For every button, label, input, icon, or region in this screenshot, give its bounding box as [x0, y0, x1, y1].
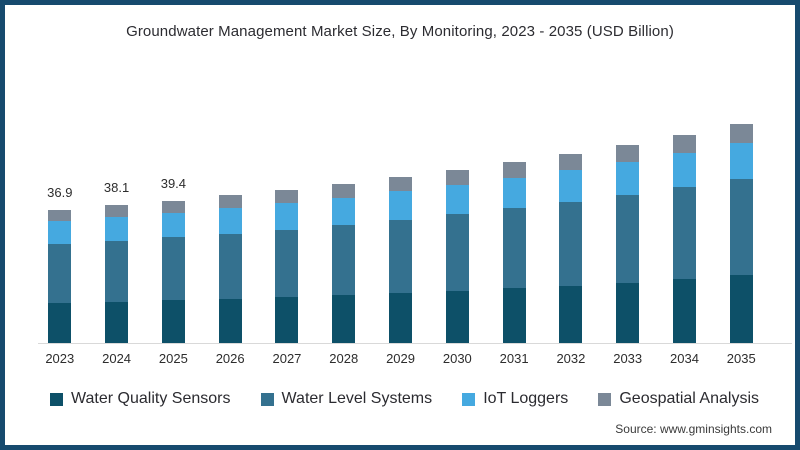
x-axis-label: 2030: [442, 351, 472, 366]
bar-segment-water-level-systems: [672, 187, 696, 280]
bar-segment-iot-loggers: [105, 217, 129, 242]
x-axis-label: 2023: [45, 351, 75, 366]
bar-segment-geospatial-analysis: [445, 170, 469, 186]
bar-segment-geospatial-analysis: [161, 200, 185, 213]
bar-2031: [502, 162, 526, 343]
bar-2034: [672, 134, 696, 343]
bar-segment-geospatial-analysis: [332, 183, 356, 198]
legend-item-iot-loggers: IoT Loggers: [462, 390, 568, 408]
x-axis-label: 2034: [670, 351, 699, 366]
x-axis-label: 2029: [386, 351, 415, 366]
bar-segment-geospatial-analysis: [275, 190, 299, 204]
bar-2025: [161, 200, 185, 343]
chart-title: Groundwater Management Market Size, By M…: [126, 23, 674, 40]
bar-2026: [218, 195, 242, 343]
bar-segment-water-level-systems: [445, 213, 469, 291]
bar-segment-water-level-systems: [105, 241, 129, 302]
bar-segment-water-quality-sensors: [559, 285, 583, 343]
bar-segment-water-quality-sensors: [48, 303, 72, 343]
legend-swatch-icon: [598, 392, 612, 406]
legend-label: Geospatial Analysis: [619, 390, 759, 407]
legend-label: Water Quality Sensors: [71, 390, 231, 407]
bar-segment-water-level-systems: [161, 237, 185, 301]
bar-segment-iot-loggers: [48, 221, 72, 245]
bar-segment-iot-loggers: [445, 185, 469, 214]
bar-segment-geospatial-analysis: [48, 209, 72, 222]
legend: Water Quality Sensors Water Level System…: [50, 390, 759, 408]
bar-segment-iot-loggers: [332, 197, 356, 226]
legend-label: IoT Loggers: [483, 390, 569, 407]
legend-swatch-icon: [260, 392, 274, 406]
bar-segment-geospatial-analysis: [729, 124, 753, 144]
plot-area: 36.9 2023 38.1 2024 39.4 2025 2026 2027 2028 2029…: [5, 5, 795, 445]
bar-segment-water-quality-sensors: [105, 301, 129, 343]
bar-segment-water-quality-sensors: [389, 293, 413, 343]
bar-segment-iot-loggers: [502, 177, 526, 209]
bar-segment-iot-loggers: [616, 162, 640, 196]
x-axis-line: [38, 343, 792, 344]
legend-item-water-level-systems: Water Level Systems: [260, 390, 433, 408]
bar-segment-water-quality-sensors: [672, 279, 696, 343]
x-axis-label: 2028: [329, 351, 359, 366]
bar-segment-iot-loggers: [161, 212, 185, 238]
source-note: Source: www.gminsights.com: [615, 422, 772, 436]
bar-segment-water-level-systems: [729, 179, 753, 276]
bar-segment-water-quality-sensors: [218, 298, 242, 343]
legend-item-water-quality-sensors: Water Quality Sensors: [50, 390, 230, 408]
bar-segment-water-quality-sensors: [729, 275, 753, 343]
bar-segment-geospatial-analysis: [672, 134, 696, 153]
bar-segment-water-quality-sensors: [616, 282, 640, 343]
bar-segment-geospatial-analysis: [389, 177, 413, 192]
bar-total-label: 38.1: [103, 180, 130, 196]
bar-2029: [389, 177, 413, 343]
bar-segment-water-quality-sensors: [332, 295, 356, 343]
bar-segment-iot-loggers: [729, 143, 753, 180]
bar-2030: [445, 170, 469, 343]
bar-2032: [559, 153, 583, 343]
legend-swatch-icon: [462, 392, 476, 406]
bar-segment-geospatial-analysis: [105, 205, 129, 218]
bar-2023: [48, 209, 72, 343]
x-axis-label: 2035: [726, 351, 756, 366]
bar-segment-water-quality-sensors: [445, 290, 469, 343]
bar-segment-water-quality-sensors: [502, 288, 526, 343]
bar-segment-iot-loggers: [275, 203, 299, 230]
bar-segment-water-level-systems: [389, 219, 413, 294]
bar-segment-water-level-systems: [275, 229, 299, 298]
bar-segment-iot-loggers: [559, 170, 583, 202]
legend-label: Water Level Systems: [281, 390, 433, 407]
x-axis-label: 2033: [613, 351, 643, 366]
bar-segment-water-level-systems: [559, 201, 583, 286]
bar-segment-water-level-systems: [502, 208, 526, 288]
bar-total-label: 36.9: [47, 184, 73, 200]
bar-total-label: 39.4: [160, 175, 187, 191]
bar-segment-water-quality-sensors: [161, 300, 185, 343]
bar-segment-geospatial-analysis: [218, 195, 242, 209]
bar-segment-geospatial-analysis: [616, 145, 640, 163]
legend-item-geospatial-analysis: Geospatial Analysis: [598, 390, 759, 408]
bar-segment-geospatial-analysis: [559, 153, 583, 171]
x-axis-label: 2031: [499, 351, 529, 366]
bar-2027: [275, 190, 299, 343]
bar-segment-water-level-systems: [332, 225, 356, 296]
bar-2033: [616, 145, 640, 343]
bar-segment-iot-loggers: [389, 191, 413, 220]
x-axis-label: 2026: [215, 351, 245, 366]
x-axis-label: 2024: [102, 351, 132, 366]
legend-swatch-icon: [50, 392, 63, 406]
bar-segment-water-level-systems: [218, 233, 242, 299]
bar-2024: [105, 205, 129, 343]
x-axis-label: 2032: [556, 351, 586, 366]
x-axis-label: 2027: [272, 351, 302, 366]
bar-segment-iot-loggers: [218, 208, 242, 234]
bar-segment-water-level-systems: [48, 244, 72, 304]
bar-segment-water-quality-sensors: [275, 297, 299, 343]
x-axis-label: 2025: [158, 351, 188, 366]
bar-2035: [729, 124, 753, 343]
bar-segment-water-level-systems: [616, 195, 640, 283]
bar-segment-geospatial-analysis: [502, 162, 526, 178]
bar-segment-iot-loggers: [672, 152, 696, 188]
bar-2028: [332, 183, 356, 343]
